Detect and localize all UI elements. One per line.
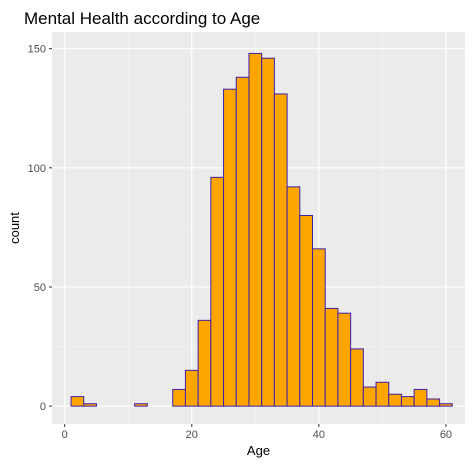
histogram-bar	[84, 404, 97, 406]
histogram-bar	[440, 404, 453, 406]
histogram-bar	[338, 313, 351, 406]
histogram-bar	[363, 387, 376, 406]
histogram-bar	[414, 389, 427, 406]
y-tick-label: 50	[34, 282, 46, 294]
y-axis-label: count	[7, 212, 22, 244]
y-tick-label: 150	[28, 44, 46, 56]
x-axis-label: Age	[247, 443, 270, 458]
y-tick-label: 0	[40, 401, 46, 413]
histogram-bar	[198, 320, 211, 406]
histogram-bar	[401, 397, 414, 407]
x-tick-label: 20	[186, 429, 198, 441]
histogram-bar	[376, 382, 389, 406]
histogram-bar	[224, 89, 237, 406]
histogram-bar	[427, 399, 440, 406]
chart-title: Mental Health according to Age	[24, 9, 260, 28]
histogram-bar	[325, 308, 338, 406]
histogram-bar	[249, 53, 262, 406]
histogram-bar	[287, 187, 300, 406]
x-tick-label: 60	[440, 429, 452, 441]
x-tick-label: 0	[62, 429, 68, 441]
y-tick-label: 100	[28, 163, 46, 175]
histogram-bar	[274, 94, 287, 406]
histogram-bar	[185, 370, 198, 406]
x-tick-label: 40	[313, 429, 325, 441]
histogram-bar	[173, 389, 186, 406]
histogram-bar	[300, 215, 313, 406]
histogram-bar	[71, 397, 84, 407]
histogram-bar	[135, 404, 148, 406]
histogram-bar	[351, 349, 364, 406]
histogram-bar	[262, 58, 275, 406]
histogram-bar	[211, 177, 224, 406]
histogram-bar	[389, 394, 402, 406]
histogram-bar	[313, 249, 326, 406]
histogram-bar	[236, 77, 249, 406]
